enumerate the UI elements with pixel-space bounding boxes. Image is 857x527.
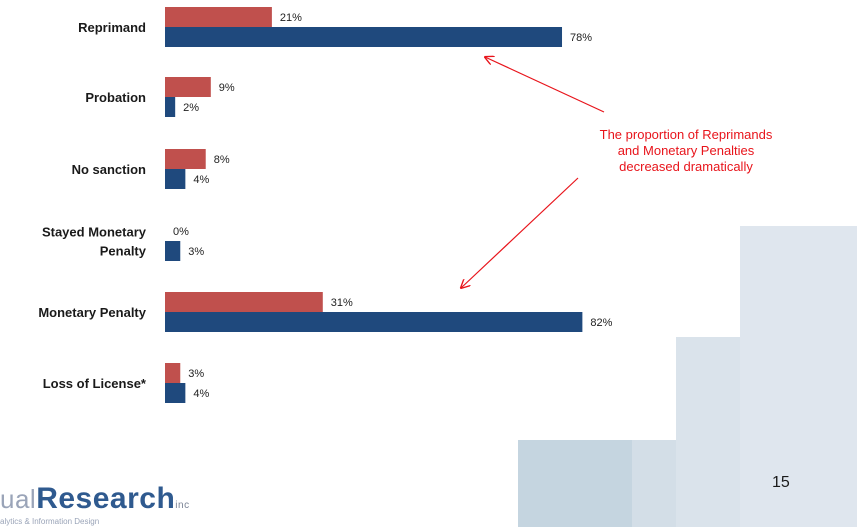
bar-loss-of-license-series-2 (165, 383, 186, 403)
annotation-text: The proportion of Reprimands and Monetar… (599, 127, 773, 174)
data-label-no-sanction-series-1: 8% (214, 154, 230, 166)
arrow-to-monetary-penalty (461, 177, 579, 288)
category-label-line: Penalty (100, 244, 147, 259)
step-block-top (740, 226, 857, 527)
data-label-probation-series-2: 2% (183, 102, 199, 114)
data-label-stayed-monetary-penalty-series-2: 3% (188, 246, 204, 258)
category-label-monetary-penalty: Monetary Penalty (38, 305, 146, 320)
data-label-probation-series-1: 9% (219, 82, 235, 94)
bars-layer: 21% 78% 9% 2% 8% 4% 0% 3% 31% 82% 3% 4% (165, 7, 613, 403)
logo: ualResearchinc alytics & Information Des… (0, 484, 190, 527)
category-label-line: No sanction (72, 162, 146, 177)
category-label-stayed-monetary-penalty: Stayed Monetary Penalty (42, 225, 147, 259)
bar-no-sanction-series-2 (165, 169, 186, 189)
step-block-middle (676, 337, 740, 527)
background-steps (518, 226, 857, 527)
logo-tagline: alytics & Information Design (0, 517, 100, 526)
step-block-bottom (518, 440, 632, 527)
data-label-stayed-monetary-penalty-series-1: 0% (173, 226, 189, 238)
category-label-probation: Probation (85, 90, 146, 105)
category-labels: Reprimand Probation No sanction Stayed Mone… (38, 20, 147, 391)
data-label-no-sanction-series-2: 4% (193, 174, 209, 186)
bar-reprimand-series-1 (165, 7, 272, 27)
arrow-to-reprimand (485, 57, 605, 113)
category-label-no-sanction: No sanction (72, 162, 146, 177)
step-block-lower (632, 440, 676, 527)
category-label-line: Stayed Monetary (42, 225, 147, 240)
bar-monetary-penalty-series-2 (165, 312, 583, 332)
category-label-reprimand: Reprimand (78, 20, 146, 35)
logo-wordmark: ualResearchinc (0, 484, 190, 514)
annotation-arrows (461, 57, 605, 288)
bar-probation-series-1 (165, 77, 211, 97)
data-label-loss-of-license-series-1: 3% (188, 368, 204, 380)
data-label-loss-of-license-series-2: 4% (193, 388, 209, 400)
logo-prefix: ual (0, 484, 37, 514)
category-label-loss-of-license: Loss of License* (43, 376, 147, 391)
data-label-monetary-penalty-series-2: 82% (590, 317, 612, 329)
category-label-line: Reprimand (78, 20, 146, 35)
logo-bold: Research (36, 482, 176, 515)
bar-reprimand-series-2 (165, 27, 563, 47)
bar-monetary-penalty-series-1 (165, 292, 323, 312)
data-label-monetary-penalty-series-1: 31% (331, 297, 353, 309)
page-number: 15 (772, 474, 790, 491)
logo-suffix: inc (175, 500, 190, 511)
category-label-line: Monetary Penalty (38, 305, 146, 320)
category-label-line: Probation (85, 90, 146, 105)
data-label-reprimand-series-2: 78% (570, 32, 592, 44)
bar-probation-series-2 (165, 97, 176, 117)
bar-stayed-monetary-penalty-series-2 (165, 241, 181, 261)
bar-no-sanction-series-1 (165, 149, 206, 169)
data-label-reprimand-series-1: 21% (280, 12, 302, 24)
bar-loss-of-license-series-1 (165, 363, 181, 383)
category-label-line: Loss of License* (43, 376, 147, 391)
